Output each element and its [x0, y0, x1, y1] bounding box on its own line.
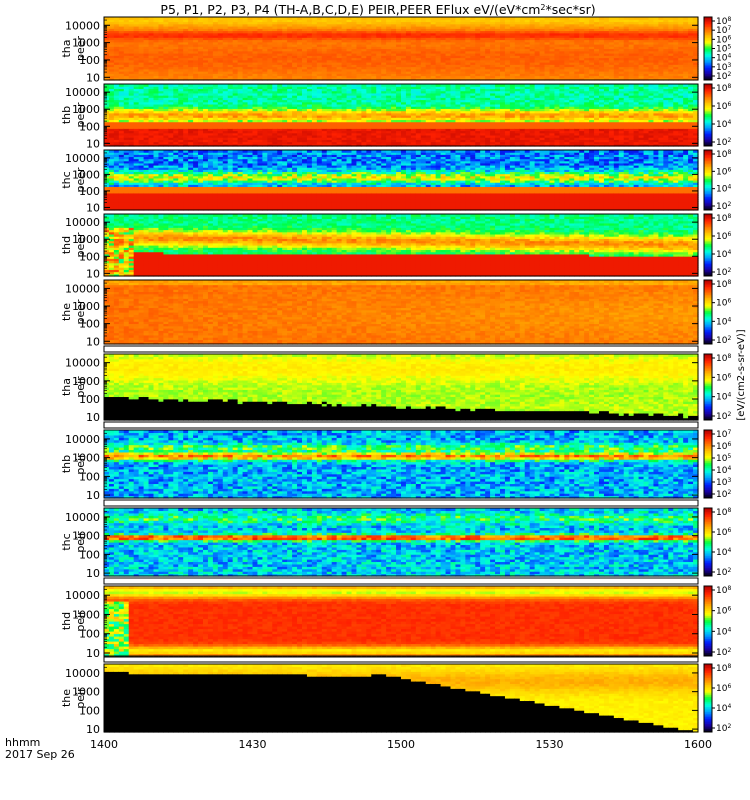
panel-product-label: peer — [74, 36, 87, 62]
chart-title-main: P5, P1, P2, P3, P4 (TH-A,B,C,D,E) PEIR,P… — [160, 2, 540, 17]
spectrogram-panel: 10100100010000thb peer108106104102 — [60, 83, 731, 151]
panel-gap-strip — [104, 657, 698, 662]
chart-title-tail: *sec*sr) — [545, 2, 595, 17]
panel-gap-strip — [104, 422, 698, 428]
colorbar: 108107106105104103102 — [704, 16, 731, 83]
panel-gap-strip — [104, 578, 698, 584]
colorbar-tick-label: 102 — [716, 71, 731, 83]
panel-gap-strip — [104, 500, 698, 506]
chart-title: P5, P1, P2, P3, P4 (TH-A,B,C,D,E) PEIR,P… — [160, 2, 595, 17]
panel-probe-label: tha — [60, 39, 73, 57]
y-tick-label: 10000 — [65, 19, 100, 32]
y-tick-label: 10 — [86, 71, 100, 84]
panel-gap-strip — [104, 346, 698, 352]
